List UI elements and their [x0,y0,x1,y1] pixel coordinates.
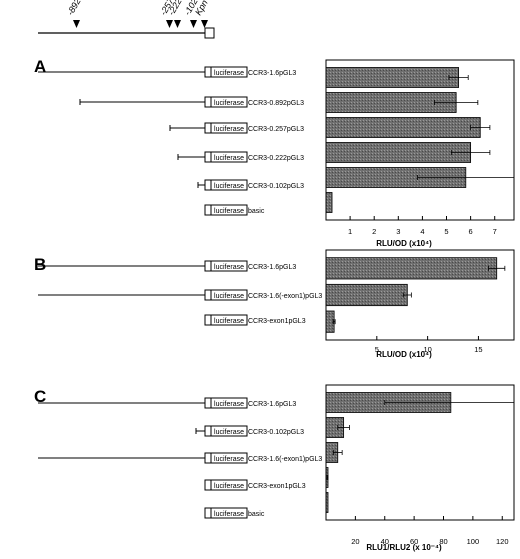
construct-label: CCR3-1.6pGL3 [248,401,296,408]
exon-box [205,261,211,271]
exon-box [205,480,211,490]
construct-label: CCR3-0.102pGL3 [248,429,304,436]
exon-box [205,290,211,300]
bar [326,258,497,279]
x-tick-label: 6 [469,227,473,236]
exon-box [205,426,211,436]
bar [326,68,459,88]
x-axis-label: RLU1/RLU2 (x 10⁻⁴) [366,543,442,552]
construct-label: CCR3-1.6pGL3 [248,264,296,271]
panel-letter: A [34,57,46,76]
luciferase-label: luciferase [214,429,244,436]
luciferase-label: luciferase [214,264,244,271]
construct-label: basic [248,511,265,518]
luciferase-label: luciferase [214,511,244,518]
luciferase-label: luciferase [214,183,244,190]
construct-label: CCR3-1.6(-exon1)pGL3 [248,456,322,463]
exon-box [205,180,211,190]
x-tick-label: 3 [396,227,400,236]
construct-label: CCR3-exon1pGL3 [248,483,306,490]
luciferase-label: luciferase [214,155,244,162]
exon-box [205,123,211,133]
x-tick-label: 2 [372,227,376,236]
marker-257-triangle [166,20,173,28]
marker-102-triangle [190,20,197,28]
x-tick-label: 1 [348,227,352,236]
construct-label: CCR3-1.6(-exon1)pGL3 [248,293,322,300]
x-tick-label: 20 [351,537,359,546]
luciferase-label: luciferase [214,100,244,107]
exon-box [205,508,211,518]
luciferase-label: luciferase [214,318,244,325]
marker-222-triangle [174,20,181,28]
construct-label: CCR3-0.892pGL3 [248,100,304,107]
x-tick-label: 100 [467,537,480,546]
construct-label: CCR3-0.257pGL3 [248,126,304,133]
construct-label: CCR3-exon1pGL3 [248,318,306,325]
x-tick-label: 4 [420,227,424,236]
promoter-map: -892 -257 -222 -102 Kpn I [38,0,214,38]
exon-box [205,152,211,162]
construct-label: basic [248,208,265,215]
bar [326,493,328,513]
exon-box [205,398,211,408]
exon-box [205,315,211,325]
exon-box [205,67,211,77]
luciferase-label: luciferase [214,126,244,133]
bar [326,118,480,138]
luciferase-label: luciferase [214,483,244,490]
construct-label: CCR3-0.222pGL3 [248,155,304,162]
kpn-site-triangle [201,20,208,28]
luciferase-label: luciferase [214,70,244,77]
exon-box [205,205,211,215]
panel-letter: B [34,255,46,274]
x-tick-label: 7 [493,227,497,236]
bar [326,284,407,305]
exon-box [205,453,211,463]
panel-A: A 1 2 3 4 5 6 7 RLU/OD (x10⁴) luciferase CCR3-1.6p… [34,57,514,248]
luciferase-label: luciferase [214,208,244,215]
construct-label: CCR3-1.6pGL3 [248,70,296,77]
x-tick-label: 120 [496,537,509,546]
construct-label: CCR3-0.102pGL3 [248,183,304,190]
panels: A 1 2 3 4 5 6 7 RLU/OD (x10⁴) luciferase CCR3-1.6p… [34,57,514,552]
marker-892-label: -892 [65,0,83,17]
x-tick-label: 5 [444,227,448,236]
luciferase-label: luciferase [214,401,244,408]
bar [326,143,471,163]
x-axis-label: RLU/OD (x10⁴) [376,239,432,248]
marker-892-triangle [73,20,80,28]
x-axis-label: RLU/OD (x10⁴) [376,350,432,359]
luciferase-label: luciferase [214,456,244,463]
exon-box [205,97,211,107]
x-tick-label: 15 [474,345,482,354]
exon-box [205,28,214,38]
bar [326,193,332,213]
luciferase-label: luciferase [214,293,244,300]
